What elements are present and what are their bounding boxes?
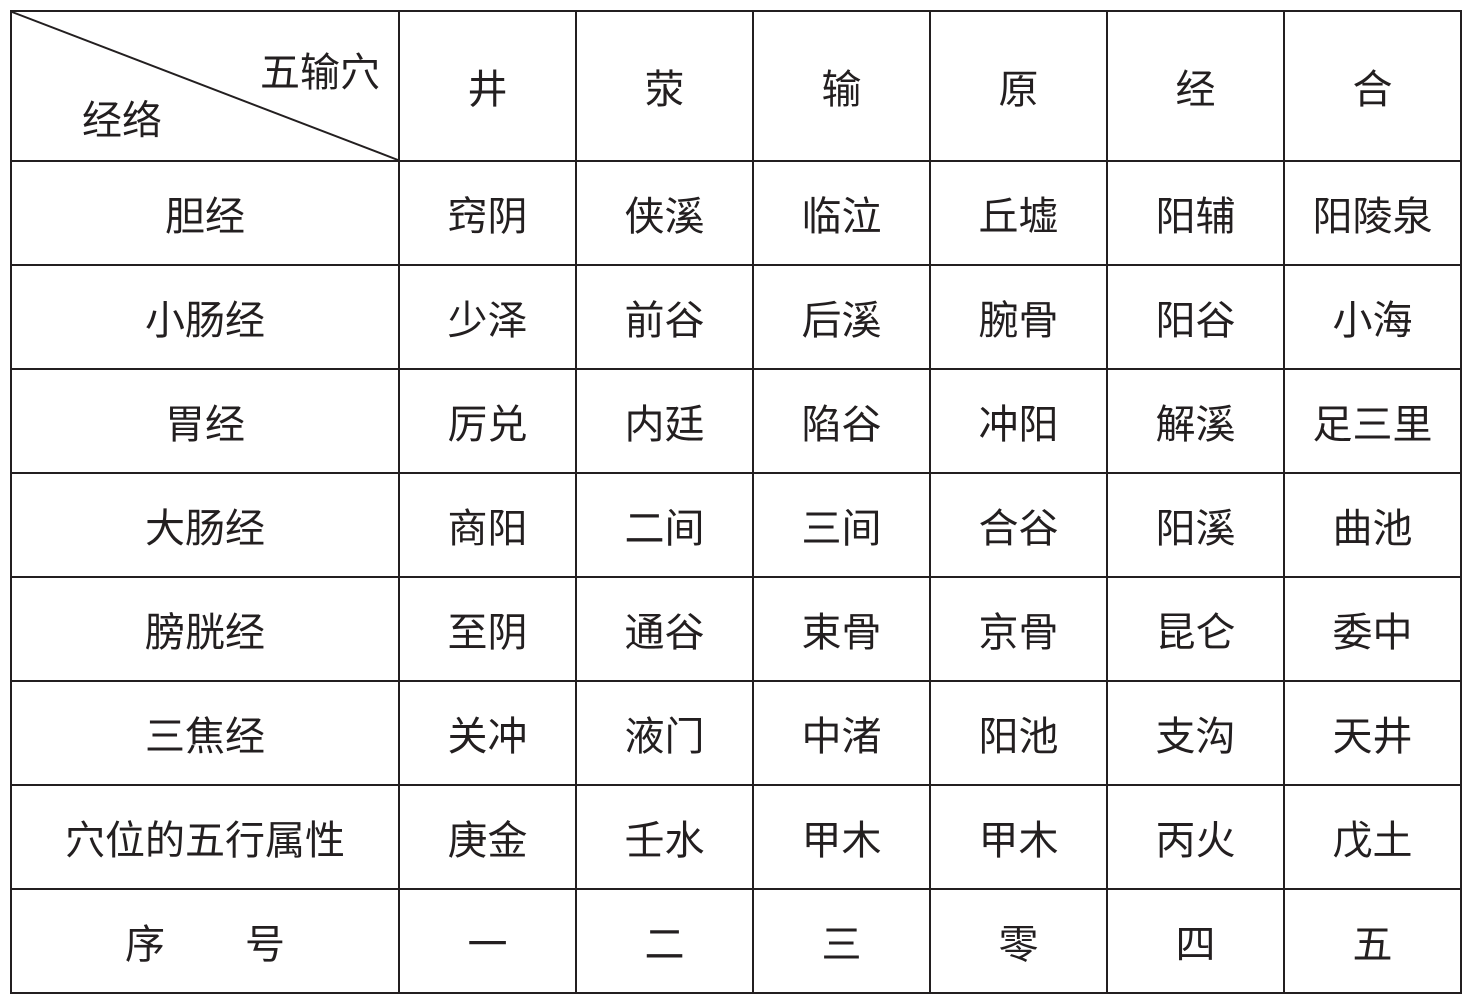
table-cell: 关冲	[398, 680, 577, 786]
row-label: 大肠经	[10, 472, 400, 578]
table-row: 胃经 厉兑 内廷 陷谷 冲阳 解溪 足三里	[10, 368, 1462, 474]
column-header: 经	[1106, 10, 1285, 162]
table-cell: 丙火	[1106, 784, 1285, 890]
table-cell: 内廷	[575, 368, 754, 474]
row-label: 胃经	[10, 368, 400, 474]
table-cell: 丘墟	[929, 160, 1108, 266]
table-cell: 庚金	[398, 784, 577, 890]
table-cell: 天井	[1283, 680, 1462, 786]
table-cell: 小海	[1283, 264, 1462, 370]
table-cell: 壬水	[575, 784, 754, 890]
table-cell: 束骨	[752, 576, 931, 682]
column-header: 荥	[575, 10, 754, 162]
table-cell: 甲木	[752, 784, 931, 890]
table-row: 胆经 窍阴 侠溪 临泣 丘墟 阳辅 阳陵泉	[10, 160, 1462, 266]
table-cell: 阳陵泉	[1283, 160, 1462, 266]
table-cell: 前谷	[575, 264, 754, 370]
table-cell: 三间	[752, 472, 931, 578]
table-cell: 戊土	[1283, 784, 1462, 890]
table-cell: 合谷	[929, 472, 1108, 578]
table-cell: 零	[929, 888, 1108, 994]
table-row: 序 号一二三零四五	[10, 888, 1462, 994]
table-cell: 五	[1283, 888, 1462, 994]
five-shu-points-table: 五输穴 经络 井荥输原经合 胆经 窍阴 侠溪 临泣 丘墟 阳辅 阳陵泉 小肠经 少泽 前谷 后溪 腕骨…	[10, 10, 1462, 994]
row-label: 序 号	[10, 888, 400, 994]
table-cell: 阳溪	[1106, 472, 1285, 578]
table-cell: 陷谷	[752, 368, 931, 474]
table-cell: 少泽	[398, 264, 577, 370]
table-cell: 支沟	[1106, 680, 1285, 786]
table-cell: 甲木	[929, 784, 1108, 890]
table-cell: 二间	[575, 472, 754, 578]
table-cell: 四	[1106, 888, 1285, 994]
row-label: 三焦经	[10, 680, 400, 786]
table-row: 三焦经 关冲 液门 中渚 阳池 支沟 天井	[10, 680, 1462, 786]
table-cell: 解溪	[1106, 368, 1285, 474]
table-cell: 委中	[1283, 576, 1462, 682]
table-cell: 二	[575, 888, 754, 994]
corner-bottom-label: 经络	[82, 98, 162, 144]
table-cell: 后溪	[752, 264, 931, 370]
row-label: 胆经	[10, 160, 400, 266]
table-cell: 通谷	[575, 576, 754, 682]
diagonal-divider	[12, 12, 398, 160]
table-cell: 液门	[575, 680, 754, 786]
row-label: 小肠经	[10, 264, 400, 370]
column-header: 合	[1283, 10, 1462, 162]
row-label: 膀胱经	[10, 576, 400, 682]
table-row: 小肠经 少泽 前谷 后溪 腕骨 阳谷 小海	[10, 264, 1462, 370]
table-row: 大肠经 商阳 二间 三间 合谷 阳溪 曲池	[10, 472, 1462, 578]
table-cell: 至阴	[398, 576, 577, 682]
table-cell: 侠溪	[575, 160, 754, 266]
table-row: 穴位的五行属性 庚金 壬水 甲木 甲木 丙火 戊土	[10, 784, 1462, 890]
table-cell: 腕骨	[929, 264, 1108, 370]
table-cell: 一	[398, 888, 577, 994]
table-cell: 昆仑	[1106, 576, 1285, 682]
header-row: 五输穴 经络 井荥输原经合	[10, 10, 1462, 162]
table-cell: 阳谷	[1106, 264, 1285, 370]
table-cell: 曲池	[1283, 472, 1462, 578]
table-cell: 冲阳	[929, 368, 1108, 474]
table-cell: 临泣	[752, 160, 931, 266]
table-cell: 中渚	[752, 680, 931, 786]
column-header: 井	[398, 10, 577, 162]
column-header: 原	[929, 10, 1108, 162]
table-cell: 足三里	[1283, 368, 1462, 474]
row-label: 穴位的五行属性	[10, 784, 400, 890]
table-cell: 京骨	[929, 576, 1108, 682]
table-cell: 商阳	[398, 472, 577, 578]
column-header: 输	[752, 10, 931, 162]
table-cell: 三	[752, 888, 931, 994]
corner-header-cell: 五输穴 经络	[10, 10, 400, 162]
table-cell: 阳辅	[1106, 160, 1285, 266]
table-row: 膀胱经 至阴 通谷 束骨 京骨 昆仑 委中	[10, 576, 1462, 682]
corner-top-label: 五输穴	[260, 50, 380, 96]
table-cell: 厉兑	[398, 368, 577, 474]
table-cell: 窍阴	[398, 160, 577, 266]
table-cell: 阳池	[929, 680, 1108, 786]
